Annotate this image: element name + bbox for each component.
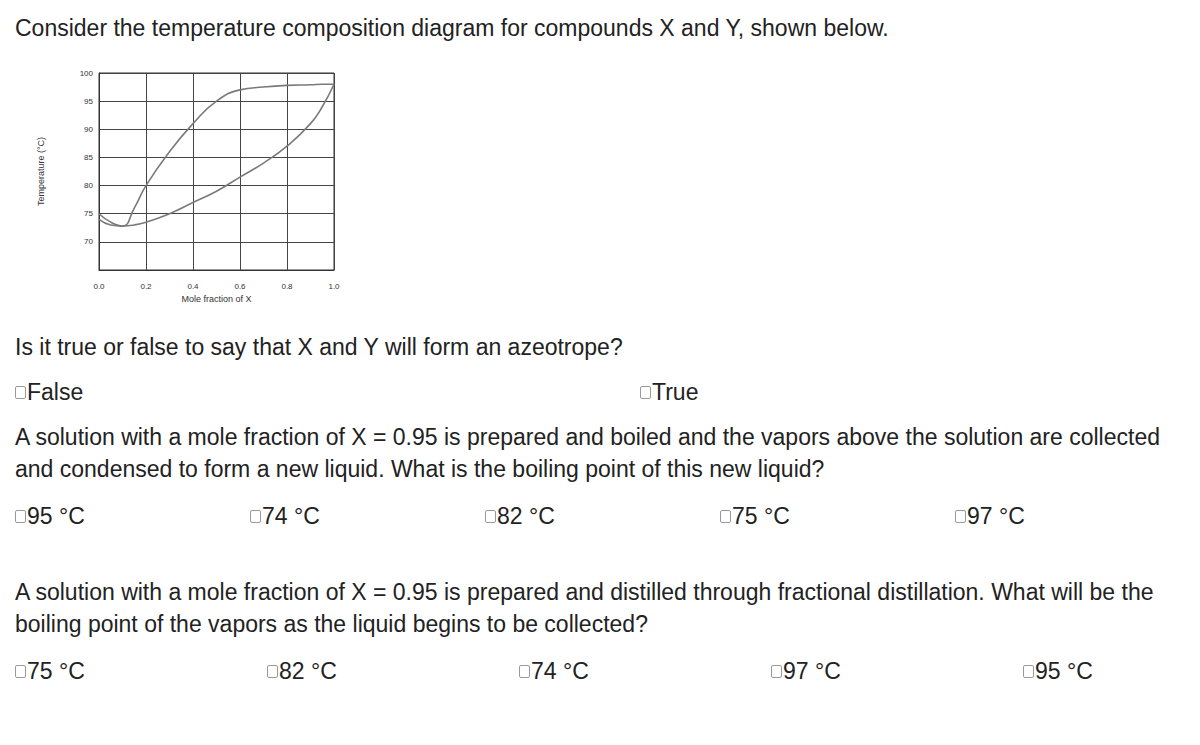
html-text:True: True (652, 379, 699, 405)
html-text:A solution with a mole fractio: A solution with a mole fraction of X = 0… (15, 424, 1160, 482)
html-text:95 °C: 95 °C (27, 503, 85, 529)
svg-text:0.6: 0.6 (234, 282, 246, 291)
svg-text:85: 85 (84, 153, 93, 162)
svg-text:0.4: 0.4 (187, 282, 199, 291)
html-text:82 °C: 82 °C (279, 658, 337, 684)
svg-text:75: 75 (84, 209, 93, 218)
svg-text:100: 100 (80, 69, 94, 78)
svg-text:Mole fraction of X: Mole fraction of X (181, 294, 251, 304)
html-text:97 °C: 97 °C (783, 658, 841, 684)
svg-text:95: 95 (84, 97, 93, 106)
html-text:75 °C: 75 °C (27, 658, 85, 684)
html-text:82 °C: 82 °C (497, 503, 555, 529)
html-text:97 °C: 97 °C (967, 503, 1025, 529)
html-text:74 °C: 74 °C (531, 658, 589, 684)
svg-text:0.0: 0.0 (93, 282, 105, 291)
svg-text:1.0: 1.0 (328, 282, 340, 291)
svg-text:70: 70 (84, 237, 93, 246)
svg-text:90: 90 (84, 125, 93, 134)
html-text:Is it true or false to say tha: Is it true or false to say that X and Y … (15, 334, 623, 360)
svg-text:80: 80 (84, 181, 93, 190)
html-text:False: False (27, 379, 84, 405)
html-text:75 °C: 75 °C (732, 503, 790, 529)
html-text:74 °C: 74 °C (262, 503, 320, 529)
svg-text:0.8: 0.8 (281, 282, 293, 291)
svg-text:0.2: 0.2 (140, 282, 152, 291)
html-text:A solution with a mole fractio: A solution with a mole fraction of X = 0… (15, 579, 1154, 637)
html-text:95 °C: 95 °C (1035, 658, 1093, 684)
svg-text:Temperature (°C): Temperature (°C) (36, 137, 46, 206)
html-text:Consider the temperature compo: Consider the temperature composition dia… (15, 15, 889, 41)
